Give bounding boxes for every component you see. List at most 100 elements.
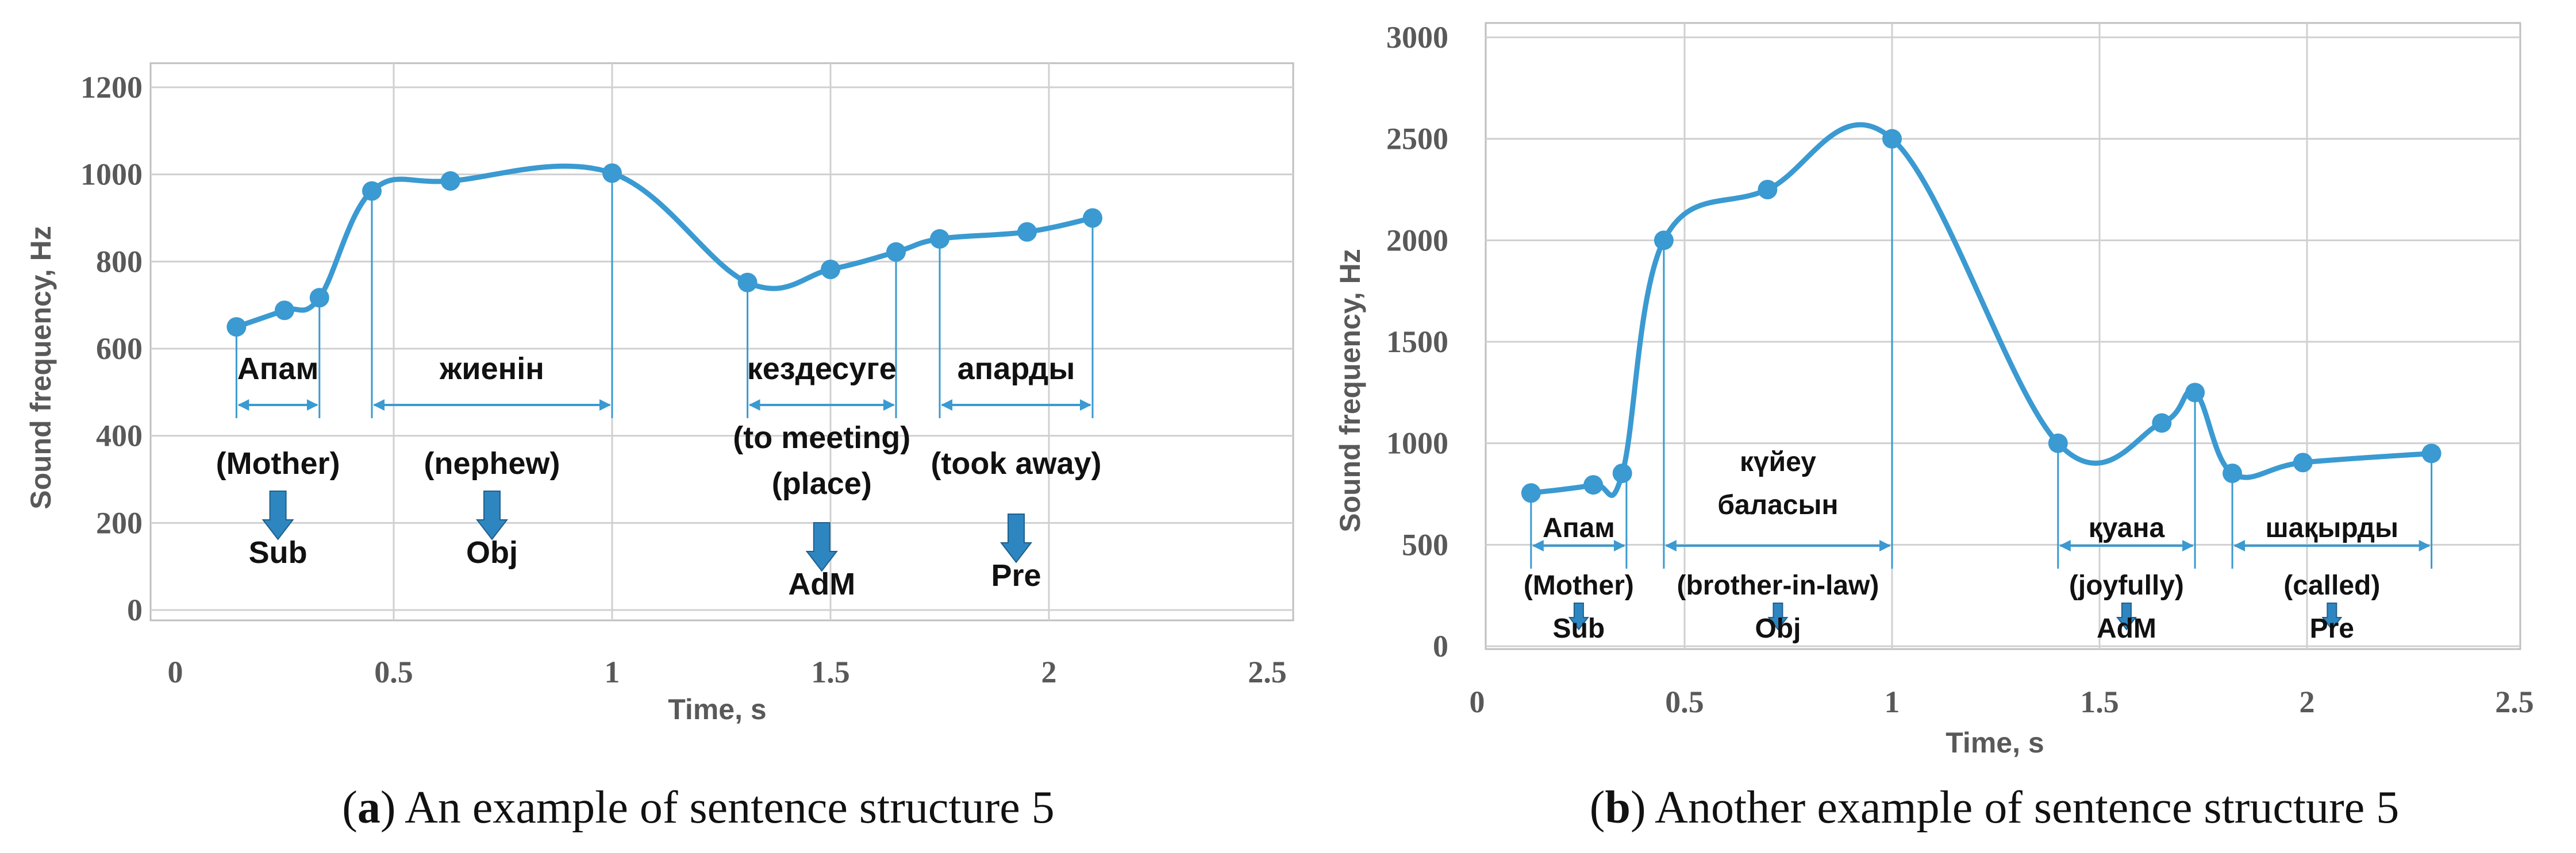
- chart-b-ytick-label: 500: [1402, 527, 1448, 562]
- caption-b-text: ) Another example of sentence structure …: [1631, 782, 2399, 833]
- chart-b-role-down-arrow: [2321, 603, 2343, 631]
- chart-b-segment-word: Апам: [1543, 513, 1615, 543]
- chart-b-ytick-label: 1000: [1386, 426, 1448, 461]
- chart-b-ytick-label: 0: [1433, 629, 1448, 663]
- chart-b-segment-role: Sub: [1553, 613, 1605, 644]
- chart-a: 0 200 400 600 800 1000 1200 0 0.5 1 1.5 2 2.5 Апам (M…: [25, 62, 1294, 725]
- chart-a-ytick-label: 0: [127, 593, 143, 627]
- chart-a-ytick-label: 600: [96, 331, 143, 366]
- chart-b-segment-translation: (Mother): [1524, 570, 1634, 601]
- chart-b-data-point: [2223, 463, 2243, 483]
- chart-b-data-point: [2152, 413, 2172, 433]
- chart-a-grid: [149, 62, 1294, 622]
- chart-b-data-point: [1758, 180, 1778, 199]
- chart-b-ylabel: Sound frequency, Hz: [1334, 249, 1366, 532]
- chart-a-xtick-label: 2: [1041, 655, 1057, 689]
- chart-a-ytick-label: 800: [96, 244, 143, 279]
- chart-b-data-point: [1612, 463, 1632, 483]
- chart-a-ytick-label: 1200: [80, 70, 143, 105]
- chart-b-ytick-label: 1500: [1386, 325, 1448, 359]
- chart-a-data-point: [275, 300, 294, 321]
- chart-b-segment-role: AdM: [2097, 613, 2156, 644]
- chart-a-data-point: [1017, 222, 1037, 242]
- chart-a-segment-translation: (place): [772, 466, 872, 501]
- chart-a-segment-role: Obj: [466, 535, 518, 570]
- chart-a-xtick-label: 1: [605, 655, 620, 689]
- chart-a-ticks: 0 200 400 600 800 1000 1200 0 0.5 1 1.5 2 2.5: [80, 70, 1287, 689]
- chart-b-role-down-arrow: [1568, 603, 1589, 631]
- chart-b-annotations: Апам (Mother) Sub күйеу баласын (brother-in-l…: [1524, 447, 2431, 644]
- chart-a-data-point: [309, 288, 329, 308]
- chart-a-data-point: [440, 171, 460, 191]
- chart-a-data-point: [362, 181, 382, 201]
- caption-a-letter: a: [357, 782, 380, 833]
- chart-a-segment-translation: (Mother): [216, 446, 340, 481]
- chart-b-segment-guides: [1530, 138, 2433, 569]
- caption-a-text: ) An example of sentence structure 5: [380, 782, 1055, 833]
- chart-b-segment-role: Pre: [2310, 613, 2354, 644]
- caption-b-letter: b: [1605, 782, 1631, 833]
- chart-b-segment-translation: (joyfully): [2069, 570, 2184, 601]
- chart-a-data-point: [737, 272, 758, 292]
- chart-b-xtick-label: 1: [1885, 685, 1900, 719]
- chart-a-segment-translation: (took away): [931, 446, 1101, 481]
- chart-b-ytick-label: 3000: [1386, 20, 1448, 55]
- caption-b: (b) Another example of sentence structur…: [1590, 782, 2399, 833]
- chart-a-xtick-label: 2.5: [1248, 655, 1287, 689]
- chart-b-segment-translation: (called): [2283, 570, 2380, 601]
- chart-b-xtick-label: 0.5: [1665, 685, 1704, 719]
- chart-a-segment-translation: (nephew): [424, 446, 560, 481]
- chart-a-segment-role: Pre: [991, 558, 1041, 593]
- chart-b-segment-word: шақырды: [2266, 513, 2398, 543]
- caption-a: (a) An example of sentence structure 5: [342, 782, 1055, 833]
- chart-a-segment-word: жиенін: [439, 352, 544, 386]
- chart-a-data-point: [1083, 208, 1102, 228]
- chart-a-role-down-arrow: [999, 514, 1033, 563]
- chart-b-xtick-label: 0: [1470, 685, 1485, 719]
- chart-a-data-point: [930, 229, 949, 249]
- chart-a-series: [226, 163, 1102, 337]
- chart-b-segment-word: күйеу: [1740, 447, 1816, 477]
- chart-b-segment-word: қуана: [2089, 513, 2165, 543]
- chart-b-data-point: [1583, 475, 1604, 495]
- chart-a-role-down-arrow: [805, 522, 838, 572]
- chart-a-data-point: [886, 242, 906, 262]
- chart-a-ytick-label: 1000: [80, 157, 143, 192]
- chart-a-segment-guides: [235, 173, 1094, 418]
- chart-a-xtick-label: 1.5: [811, 655, 850, 689]
- chart-b-xlabel: Time, s: [1946, 727, 2044, 759]
- chart-a-xlabel: Time, s: [668, 693, 766, 725]
- chart-b-data-point: [2421, 443, 2442, 464]
- chart-b-data-point: [1521, 483, 1541, 503]
- chart-a-role-down-arrow: [262, 491, 294, 541]
- chart-b-segment-word: баласын: [1717, 490, 1838, 520]
- chart-a-xtick-label: 0.5: [374, 655, 413, 689]
- chart-b-data-point: [2293, 453, 2313, 473]
- chart-b-series-line: [1528, 122, 2435, 498]
- chart-a-data-point: [226, 317, 247, 337]
- chart-a-segment-word: кездесуге: [747, 352, 897, 386]
- chart-b-ytick-label: 2000: [1386, 223, 1448, 257]
- chart-a-data-point: [821, 259, 840, 279]
- chart-b-data-point: [1882, 129, 1902, 149]
- chart-a-segment-word: апарды: [958, 352, 1075, 386]
- chart-a-segment-word: Апам: [237, 352, 319, 386]
- chart-a-data-point: [602, 163, 622, 183]
- chart-b-xtick-label: 2.5: [2495, 685, 2534, 719]
- chart-b-series: [1521, 122, 2442, 503]
- chart-b-xtick-label: 1.5: [2080, 685, 2119, 719]
- chart-b-role-down-arrow: [1767, 603, 1789, 631]
- chart-b-segment-translation: (brother-in-law): [1677, 570, 1879, 601]
- chart-b: 0 500 1000 1500 2000 2500 3000 0 0.5 1 1.5 2 2.5 Апа…: [1334, 20, 2534, 759]
- chart-b-plot-border: [1485, 22, 2521, 650]
- chart-a-segment-translation: (to meeting): [733, 420, 910, 455]
- chart-b-role-down-arrow: [2116, 603, 2137, 631]
- chart-a-plot-border: [149, 62, 1294, 622]
- chart-a-ytick-label: 400: [96, 419, 143, 453]
- chart-b-grid: [1485, 22, 2521, 650]
- chart-a-segment-role: Sub: [249, 535, 307, 570]
- chart-a-xtick-label: 0: [168, 655, 183, 689]
- chart-a-ytick-label: 200: [96, 505, 143, 540]
- chart-b-data-point: [1654, 230, 1674, 250]
- chart-b-xtick-label: 2: [2300, 685, 2315, 719]
